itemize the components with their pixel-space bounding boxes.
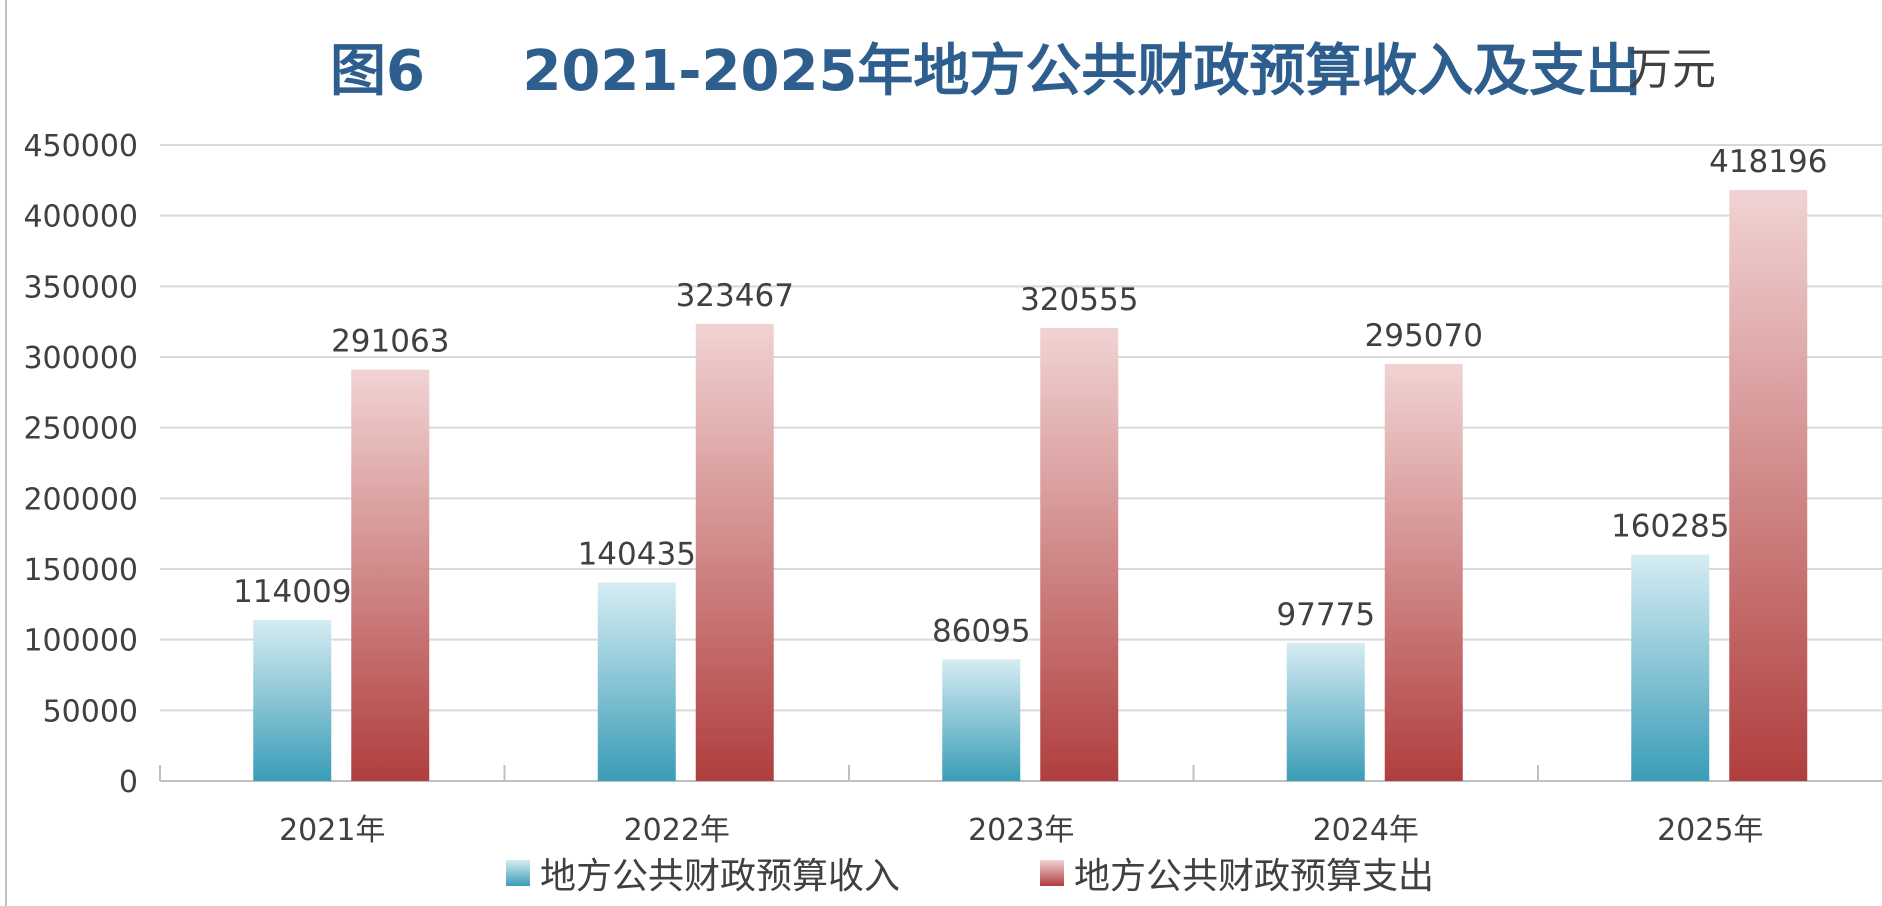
chart-title: 图6 2021-2025年地方公共财政预算收入及支出 — [330, 39, 1641, 104]
y-tick-label: 250000 — [23, 412, 138, 447]
data-label-expense: 295070 — [1365, 318, 1483, 354]
y-axis-ticks: 0 50000 100000 150000 200000 250000 300000 3500… — [23, 129, 138, 800]
data-label-income: 97775 — [1276, 597, 1375, 633]
y-tick-label: 100000 — [23, 624, 138, 659]
bar-expense — [1040, 327, 1119, 781]
legend-swatch-expense — [1040, 860, 1064, 886]
x-axis — [159, 765, 1882, 782]
chart-unit: 万元 — [1628, 44, 1716, 95]
bar-income — [1286, 642, 1365, 781]
bars — [253, 189, 1808, 781]
x-tick-label: 2025年 — [1657, 813, 1763, 848]
y-tick-label: 350000 — [23, 270, 138, 305]
legend: 地方公共财政预算收入 地方公共财政预算支出 — [506, 856, 1434, 897]
x-tick-label: 2022年 — [624, 813, 730, 848]
x-tick-label: 2024年 — [1313, 813, 1419, 848]
y-tick-label: 200000 — [23, 482, 138, 517]
data-label-income: 140435 — [578, 537, 696, 573]
x-tick-label: 2023年 — [968, 813, 1074, 848]
data-label-expense: 291063 — [331, 324, 449, 360]
y-tick-label: 0 — [119, 765, 138, 800]
data-label-expense: 323467 — [676, 278, 794, 314]
data-label-expense: 418196 — [1709, 144, 1827, 180]
bar-expense — [1384, 363, 1463, 781]
data-label-income: 86095 — [932, 613, 1031, 649]
y-tick-label: 300000 — [23, 341, 138, 376]
grid-lines — [160, 144, 1882, 712]
legend-label-income: 地方公共财政预算收入 — [540, 856, 900, 897]
legend-label-expense: 地方公共财政预算支出 — [1074, 856, 1434, 897]
y-tick-label: 50000 — [43, 694, 138, 729]
bar-income — [942, 659, 1021, 781]
bar-expense — [695, 323, 774, 781]
x-tick-label: 2021年 — [279, 813, 385, 848]
x-axis-ticks: 2021年 2022年 2023年 2024年 2025年 — [279, 813, 1763, 848]
y-tick-label: 450000 — [23, 129, 138, 164]
bar-income — [253, 619, 332, 781]
bar-income — [597, 582, 676, 781]
bar-expense — [351, 369, 430, 781]
data-labels: 114009 291063 140435 323467 86095 320555 97775… — [233, 144, 1827, 649]
bar-income — [1631, 554, 1710, 781]
bar-expense — [1729, 189, 1808, 781]
y-tick-label: 150000 — [23, 553, 138, 588]
data-label-income: 114009 — [233, 574, 351, 610]
legend-swatch-income — [506, 860, 530, 886]
data-label-expense: 320555 — [1020, 282, 1138, 318]
data-label-income: 160285 — [1611, 508, 1729, 544]
y-tick-label: 400000 — [23, 200, 138, 235]
